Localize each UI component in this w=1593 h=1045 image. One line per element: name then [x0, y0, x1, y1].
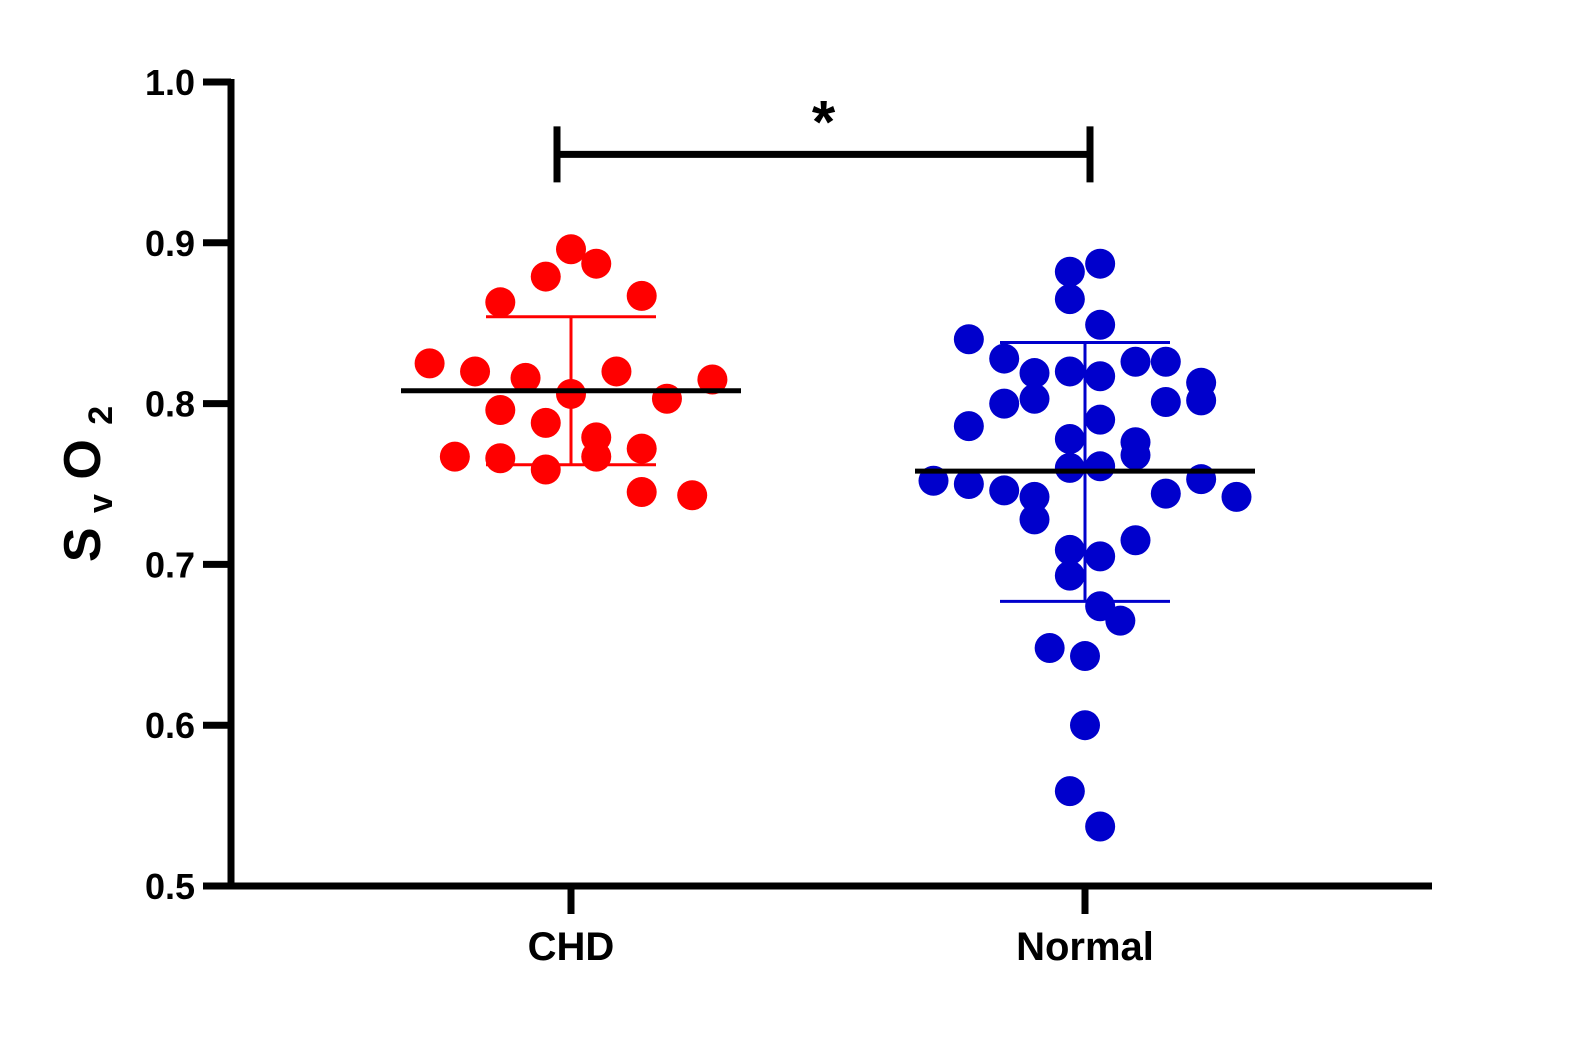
- x-tick-label: Normal: [1016, 925, 1154, 969]
- data-point-normal: [1221, 481, 1252, 512]
- data-point-normal: [989, 475, 1020, 506]
- y-tick-label: 0.9: [145, 223, 195, 264]
- data-point-normal: [1085, 404, 1116, 435]
- data-point-normal: [1019, 504, 1050, 535]
- data-point-normal: [1070, 710, 1100, 741]
- data-point-normal: [1054, 560, 1085, 591]
- data-point-normal: [1034, 633, 1065, 664]
- y-tick-label: 0.7: [145, 544, 195, 585]
- data-point-chd: [485, 395, 516, 426]
- y-tick-label: 0.6: [145, 705, 195, 746]
- data-point-normal: [1085, 541, 1116, 572]
- data-point-chd: [530, 454, 561, 485]
- y-ticks: 0.5 0.6 0.7 0.8 0.9 1.0: [145, 62, 231, 907]
- data-point-normal: [1019, 481, 1050, 512]
- data-point-normal: [953, 411, 984, 442]
- x-ticks: CHD Normal: [528, 886, 1154, 969]
- data-point-chd: [485, 443, 516, 474]
- y-axis-title-sub2: 2: [82, 406, 120, 425]
- data-point-normal: [953, 324, 984, 355]
- data-point-normal: [1054, 356, 1085, 387]
- data-point-chd: [581, 441, 612, 472]
- data-point-normal: [953, 469, 984, 499]
- data-point-normal: [1186, 385, 1217, 416]
- data-point-normal: [1150, 386, 1181, 417]
- x-tick-label: CHD: [528, 925, 615, 969]
- data-point-normal: [1085, 248, 1116, 279]
- data-point-normal: [1105, 605, 1136, 636]
- y-axis-title-base: S: [54, 527, 112, 562]
- data-point-chd: [460, 356, 491, 387]
- data-point-chd: [626, 433, 657, 464]
- data-point-chd: [697, 364, 728, 395]
- data-point-normal: [1150, 478, 1181, 509]
- y-axis-title-mid: O: [54, 439, 112, 479]
- data-point-chd: [439, 441, 470, 472]
- data-point-normal: [1054, 284, 1085, 315]
- data-point-normal: [1019, 358, 1050, 389]
- data-point-normal: [1085, 811, 1116, 842]
- data-point-normal: [989, 343, 1020, 374]
- data-point-chd: [530, 261, 561, 292]
- y-tick-label: 0.5: [145, 866, 195, 907]
- data-point-normal: [1085, 361, 1116, 392]
- data-point-normal: [989, 388, 1020, 419]
- data-point-normal: [1120, 346, 1151, 377]
- data-point-normal: [1054, 534, 1085, 565]
- data-point-normal: [1120, 525, 1151, 556]
- data-point-normal: [1150, 346, 1181, 377]
- y-tick-label: 0.8: [145, 384, 195, 425]
- significance-annotation: *: [553, 88, 1094, 183]
- data-point-chd: [510, 362, 541, 393]
- data-point-chd: [677, 480, 708, 511]
- data-point-chd: [530, 407, 561, 438]
- data-point-chd: [485, 287, 516, 318]
- significance-label: *: [812, 88, 836, 155]
- data-point-chd: [581, 248, 612, 279]
- y-axis-title: S v O 2: [54, 406, 124, 562]
- data-point-chd: [556, 234, 586, 265]
- data-point-normal: [1070, 641, 1100, 672]
- data-point-normal: [1085, 309, 1116, 340]
- axes: [227, 79, 1432, 890]
- data-points: [414, 234, 1252, 842]
- y-tick-label: 1.0: [145, 62, 195, 103]
- data-point-chd: [626, 280, 657, 311]
- data-point-normal: [1120, 440, 1151, 471]
- data-point-chd: [601, 356, 632, 387]
- data-point-chd: [626, 477, 657, 508]
- data-point-normal: [1054, 256, 1085, 287]
- data-point-chd: [414, 348, 445, 379]
- data-point-normal: [1054, 452, 1085, 483]
- y-axis-title-sub1: v: [82, 494, 120, 513]
- data-point-normal: [1054, 776, 1085, 807]
- summary-statistics: [401, 315, 1255, 603]
- data-point-normal: [1054, 423, 1085, 454]
- data-point-normal: [1085, 451, 1116, 482]
- data-point-normal: [1019, 383, 1050, 414]
